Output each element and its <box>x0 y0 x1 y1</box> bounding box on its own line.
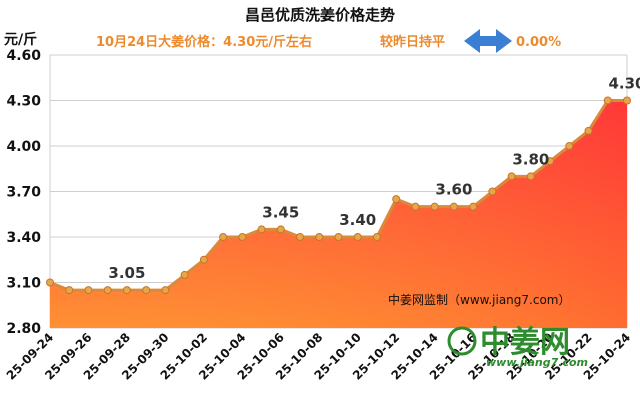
data-point <box>507 172 516 181</box>
data-point <box>180 270 189 279</box>
data-point <box>122 286 131 295</box>
data-point <box>315 233 324 241</box>
y-axis-unit: 元/斤 <box>4 31 37 48</box>
data-labels: 3.05 3.45 3.40 3.60 3.80 4.30 <box>108 75 640 283</box>
y-tick-label: 4.30 <box>6 94 41 110</box>
data-point <box>372 233 381 241</box>
y-tick-label: 2.80 <box>6 321 41 337</box>
data-label: 3.05 <box>108 264 145 282</box>
data-point <box>488 187 497 196</box>
y-tick-label: 4.00 <box>6 139 41 155</box>
data-point <box>296 233 305 241</box>
data-point <box>103 286 112 295</box>
y-axis: 2.80 3.10 3.40 3.70 4.00 4.30 4.60 <box>6 48 41 337</box>
change-value: 0.00% <box>516 35 561 50</box>
data-point <box>334 233 343 241</box>
logo-url: www.jiang7.com <box>486 356 588 369</box>
double-arrow-icon <box>464 29 512 53</box>
data-point <box>565 142 574 150</box>
data-point <box>392 195 401 204</box>
y-tick-label: 3.10 <box>6 276 41 292</box>
data-point <box>257 225 266 234</box>
data-label: 3.60 <box>435 181 472 199</box>
data-label: 3.45 <box>262 203 299 221</box>
data-point <box>603 96 612 105</box>
data-point <box>142 286 151 295</box>
data-point <box>623 96 631 105</box>
logo-text: 中姜网 <box>480 325 570 360</box>
data-point <box>430 202 439 211</box>
data-point <box>449 202 458 211</box>
data-point <box>46 278 54 287</box>
data-point <box>161 286 170 295</box>
y-tick-label: 3.70 <box>6 185 41 201</box>
data-point <box>238 233 247 241</box>
chart-title: 昌邑优质洗姜价格走势 <box>245 6 395 24</box>
watermark: 中姜网监制（www.jiang7.com） <box>388 292 570 307</box>
change-text: 较昨日持平 <box>380 34 445 50</box>
data-point <box>353 233 362 241</box>
data-point <box>546 157 555 166</box>
data-point <box>411 202 420 211</box>
y-tick-label: 3.40 <box>6 230 41 246</box>
data-point <box>219 233 228 241</box>
price-markers <box>46 96 631 295</box>
data-label: 4.30 <box>608 75 640 93</box>
data-point <box>84 286 93 295</box>
data-point <box>65 286 74 295</box>
data-label: 3.80 <box>512 150 549 168</box>
chart-subtitle: 10月24日大姜价格：4.30元/斤左右 <box>96 34 312 50</box>
site-logo: 中姜网 www.jiang7.com <box>447 325 588 369</box>
y-tick-label: 4.60 <box>6 48 41 64</box>
data-point <box>469 202 478 211</box>
data-point <box>276 225 285 234</box>
area-fill-shade <box>50 100 627 328</box>
data-point <box>526 172 535 181</box>
ginger-logo-icon <box>447 326 477 356</box>
data-point <box>199 255 208 264</box>
data-label: 3.40 <box>339 211 376 229</box>
data-point <box>584 126 593 135</box>
